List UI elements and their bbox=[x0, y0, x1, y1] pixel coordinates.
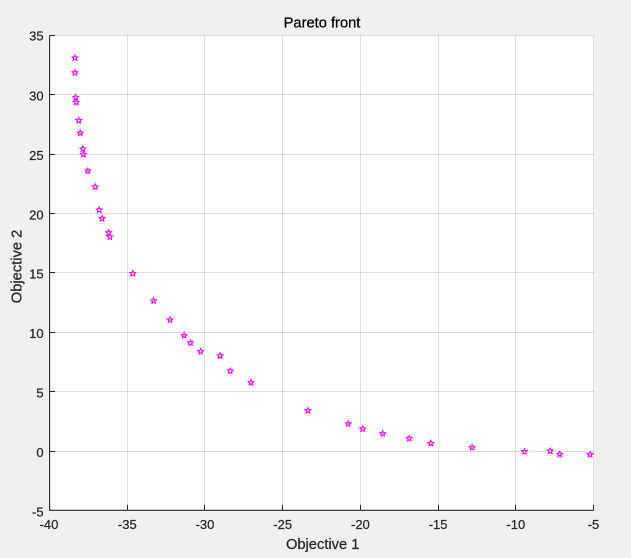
svg-text:Pareto front: Pareto front bbox=[284, 16, 361, 32]
svg-text:10: 10 bbox=[29, 326, 43, 341]
svg-text:-5: -5 bbox=[32, 504, 44, 519]
svg-text:-10: -10 bbox=[506, 517, 525, 532]
svg-text:-20: -20 bbox=[351, 517, 370, 532]
svg-text:20: 20 bbox=[29, 207, 43, 222]
svg-text:15: 15 bbox=[29, 267, 43, 282]
svg-text:-15: -15 bbox=[429, 517, 448, 532]
svg-text:0: 0 bbox=[36, 445, 43, 460]
svg-text:-5: -5 bbox=[588, 517, 600, 532]
svg-text:-25: -25 bbox=[273, 517, 292, 532]
svg-text:-40: -40 bbox=[40, 517, 59, 532]
svg-text:Objective 1: Objective 1 bbox=[286, 537, 359, 553]
svg-text:25: 25 bbox=[29, 148, 43, 163]
svg-text:5: 5 bbox=[36, 386, 43, 401]
svg-text:35: 35 bbox=[29, 29, 43, 44]
svg-text:-30: -30 bbox=[196, 517, 215, 532]
svg-text:-35: -35 bbox=[118, 517, 137, 532]
svg-text:30: 30 bbox=[29, 88, 43, 103]
svg-text:Objective 2: Objective 2 bbox=[10, 230, 26, 303]
